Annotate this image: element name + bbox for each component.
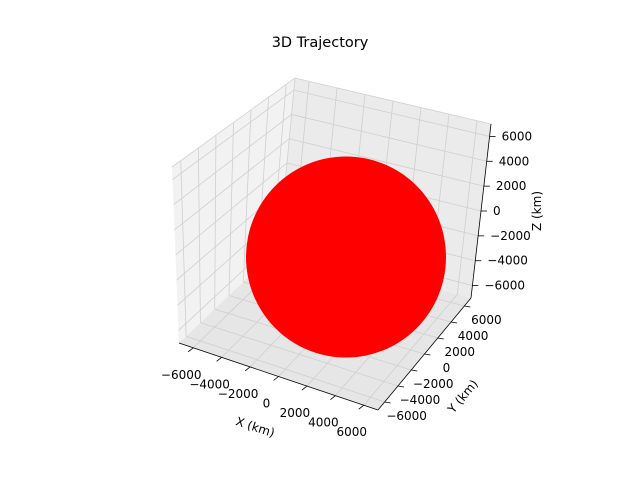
x-axis-label: X (km) <box>234 414 276 440</box>
grid-z-back-6 <box>293 89 490 137</box>
trajectory-sphere <box>246 156 446 358</box>
left-pane <box>172 78 295 343</box>
y-tick-label-5: 4000 <box>458 329 489 343</box>
x-tick-6 <box>358 404 365 410</box>
x-tick-5 <box>330 395 336 400</box>
z-tick-label-2: −2000 <box>490 229 531 243</box>
x-tick-0 <box>187 347 194 353</box>
y-tick-2 <box>411 369 418 372</box>
z-tick-label-0: −6000 <box>484 279 525 293</box>
x-tick-1 <box>216 357 222 362</box>
z-tick-label-4: 2000 <box>496 179 527 193</box>
chart-title: 3D Trajectory <box>271 35 369 51</box>
z-axis-label: Z (km) <box>530 191 544 231</box>
x-tick-label-6: 6000 <box>337 425 368 439</box>
grid-z-side-3 <box>175 162 288 256</box>
grid-z-side-6 <box>172 89 295 180</box>
grid-y-floor-0 <box>186 335 385 403</box>
grid-z-back-5 <box>291 114 487 162</box>
z-tick-label-1: −4000 <box>487 254 528 268</box>
y-tick-label-2: −2000 <box>413 377 454 391</box>
y-tick-1 <box>397 385 404 388</box>
x-tick-3 <box>273 376 279 381</box>
y-tick-0 <box>384 401 391 404</box>
x-tick-label-2: −2000 <box>218 387 259 401</box>
x-tick-label-1: −4000 <box>189 377 230 391</box>
y-tick-4 <box>437 337 444 340</box>
grid-z-back-4 <box>289 138 484 187</box>
grid-z-side-5 <box>173 114 292 206</box>
x-tick-label-0: −6000 <box>161 368 202 382</box>
grid-z-side-4 <box>174 138 290 231</box>
y-tick-label-1: −4000 <box>400 393 441 407</box>
y-tick-label-3: 0 <box>443 361 451 375</box>
y-tick-6 <box>464 305 471 308</box>
x-tick-label-4: 2000 <box>280 406 311 420</box>
x-tick-4 <box>301 385 308 391</box>
x-tick-label-5: 4000 <box>308 416 339 430</box>
z-tick-label-3: 0 <box>493 204 501 218</box>
z-tick-label-6: 6000 <box>502 129 533 143</box>
y-tick-3 <box>424 353 431 356</box>
x-tick-label-3: 0 <box>263 397 271 411</box>
z-tick-label-5: 4000 <box>499 154 530 168</box>
y-tick-label-4: 2000 <box>445 345 476 359</box>
y-tick-5 <box>451 321 458 324</box>
grid-y-floor-1 <box>200 322 399 387</box>
x-tick-2 <box>244 366 251 372</box>
y-tick-label-6: 6000 <box>471 313 502 327</box>
y-tick-label-0: −6000 <box>386 409 427 423</box>
